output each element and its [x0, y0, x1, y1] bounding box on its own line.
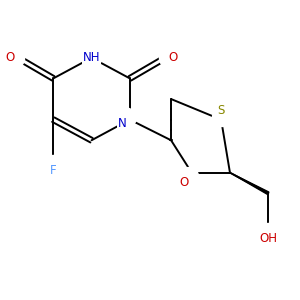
Polygon shape — [230, 172, 269, 194]
Text: S: S — [218, 104, 225, 117]
Text: F: F — [50, 164, 57, 177]
Text: NH: NH — [83, 51, 100, 64]
Text: O: O — [6, 51, 15, 64]
Text: O: O — [168, 51, 177, 64]
Text: O: O — [179, 176, 189, 189]
Text: OH: OH — [259, 232, 277, 244]
Text: N: N — [118, 117, 127, 130]
